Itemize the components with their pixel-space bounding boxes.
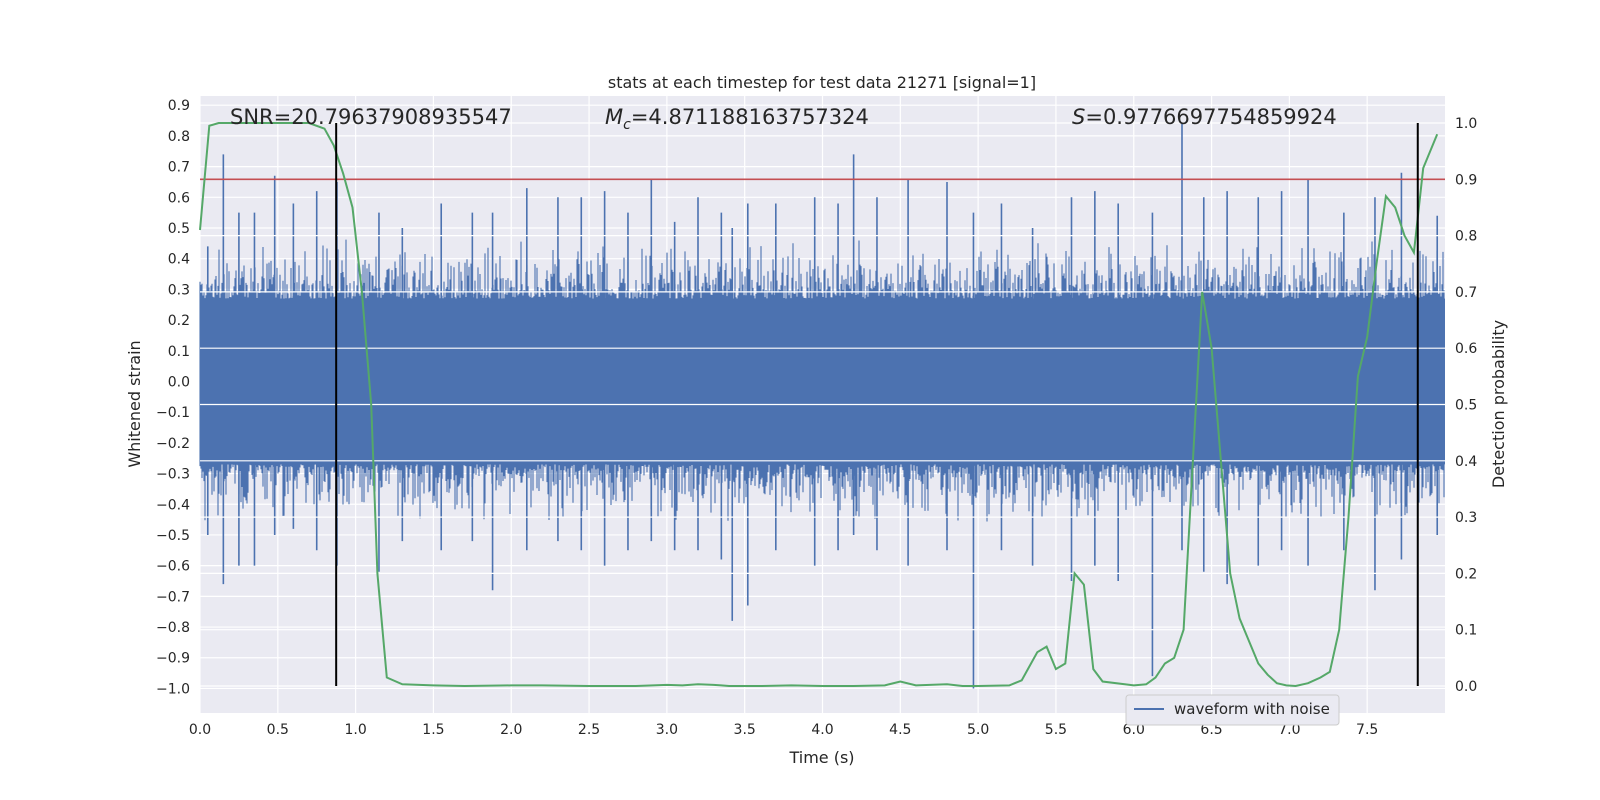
y-tick-label: 0.4 — [168, 252, 190, 268]
y2-tick-label: 0.3 — [1455, 510, 1477, 526]
detection-probability-line — [199, 122, 1439, 688]
x-tick-label: 4.0 — [811, 722, 833, 738]
x-tick-label: 2.0 — [500, 722, 522, 738]
y-tick-label: −0.5 — [156, 528, 190, 544]
s-value: =0.9776697754859924 — [1085, 105, 1336, 129]
y2-axis-label: Detection probability — [1489, 320, 1508, 488]
snr-annotation: SNR=20.79637908935547 — [230, 105, 512, 129]
x-tick-label: 3.5 — [734, 722, 756, 738]
y-tick-label: −0.4 — [156, 497, 190, 513]
y-tick-label: −0.6 — [156, 559, 190, 575]
y2-tick-label: 0.7 — [1455, 285, 1477, 301]
y-tick-label: 0.6 — [168, 190, 190, 206]
y2-tick-label: 0.6 — [1455, 341, 1477, 357]
y-tick-label: −0.8 — [156, 620, 190, 636]
x-tick-label: 5.0 — [967, 722, 989, 738]
y-tick-label: 0.3 — [168, 282, 190, 298]
waveform-core-band — [200, 298, 1445, 465]
x-tick-label: 4.5 — [889, 722, 911, 738]
x-tick-label: 0.5 — [267, 722, 289, 738]
x-tick-label: 1.5 — [422, 722, 444, 738]
y-tick-label: −0.2 — [156, 436, 190, 452]
y-tick-label: −0.7 — [156, 589, 190, 605]
chart-title: stats at each timestep for test data 212… — [608, 73, 1036, 92]
strain-series — [199, 123, 1445, 689]
y-ticks: 0.9 0.8 0.7 0.6 0.5 0.4 0.3 0.2 0.1 0.0 −0.1 −0.2 −0… — [156, 98, 190, 697]
y-tick-label: 0.7 — [168, 160, 190, 176]
y2-tick-label: 0.0 — [1455, 679, 1477, 695]
y-tick-label: −0.9 — [156, 651, 190, 667]
x-tick-label: 2.5 — [578, 722, 600, 738]
mc-annotation: Mc=4.871188163757324 — [605, 105, 869, 133]
x-tick-label: 7.5 — [1356, 722, 1378, 738]
y2-tick-label: 1.0 — [1455, 116, 1477, 132]
y-tick-label: 0.0 — [168, 374, 190, 390]
x-tick-label: 6.0 — [1123, 722, 1145, 738]
x-tick-label: 7.0 — [1278, 722, 1300, 738]
y-tick-label: 0.1 — [168, 344, 190, 360]
x-ticks: 0.0 0.5 1.0 1.5 2.0 2.5 3.0 3.5 4.0 4.5 5.0 5.5 6.0 6… — [189, 722, 1378, 738]
mc-symbol: M — [605, 105, 623, 129]
mc-value: =4.871188163757324 — [631, 105, 869, 129]
x-tick-label: 1.0 — [344, 722, 366, 738]
legend-box — [1125, 694, 1340, 726]
x-tick-label: 3.0 — [656, 722, 678, 738]
x-tick-label: 6.5 — [1200, 722, 1222, 738]
legend: waveform with noise — [1125, 694, 1340, 726]
legend-label: waveform with noise — [1174, 700, 1330, 718]
x-tick-label: 0.0 — [189, 722, 211, 738]
overlays — [199, 122, 1445, 688]
mc-subscript: c — [623, 117, 631, 133]
y2-tick-label: 0.4 — [1455, 454, 1477, 470]
y-tick-label: 0.9 — [168, 98, 190, 114]
y-tick-label: −0.3 — [156, 467, 190, 483]
y-tick-label: 0.8 — [168, 129, 190, 145]
y2-tick-label: 0.9 — [1455, 172, 1477, 188]
y-tick-label: −1.0 — [156, 681, 190, 697]
y2-tick-label: 0.2 — [1455, 566, 1477, 582]
x-tick-label: 5.5 — [1045, 722, 1067, 738]
y2-tick-label: 0.8 — [1455, 229, 1477, 245]
y-tick-label: 0.5 — [168, 221, 190, 237]
y2-ticks: 1.0 0.9 0.8 0.7 0.6 0.5 0.4 0.3 0.2 0.1 0.0 — [1455, 116, 1477, 695]
y-axis-label: Whitened strain — [125, 340, 144, 467]
x-axis-label: Time (s) — [788, 748, 854, 767]
s-annotation: S=0.9776697754859924 — [1072, 105, 1337, 129]
y-tick-label: −0.1 — [156, 405, 190, 421]
s-symbol: S — [1072, 105, 1085, 129]
y2-tick-label: 0.5 — [1455, 398, 1477, 414]
y2-tick-label: 0.1 — [1455, 623, 1477, 639]
y-tick-label: 0.2 — [168, 313, 190, 329]
